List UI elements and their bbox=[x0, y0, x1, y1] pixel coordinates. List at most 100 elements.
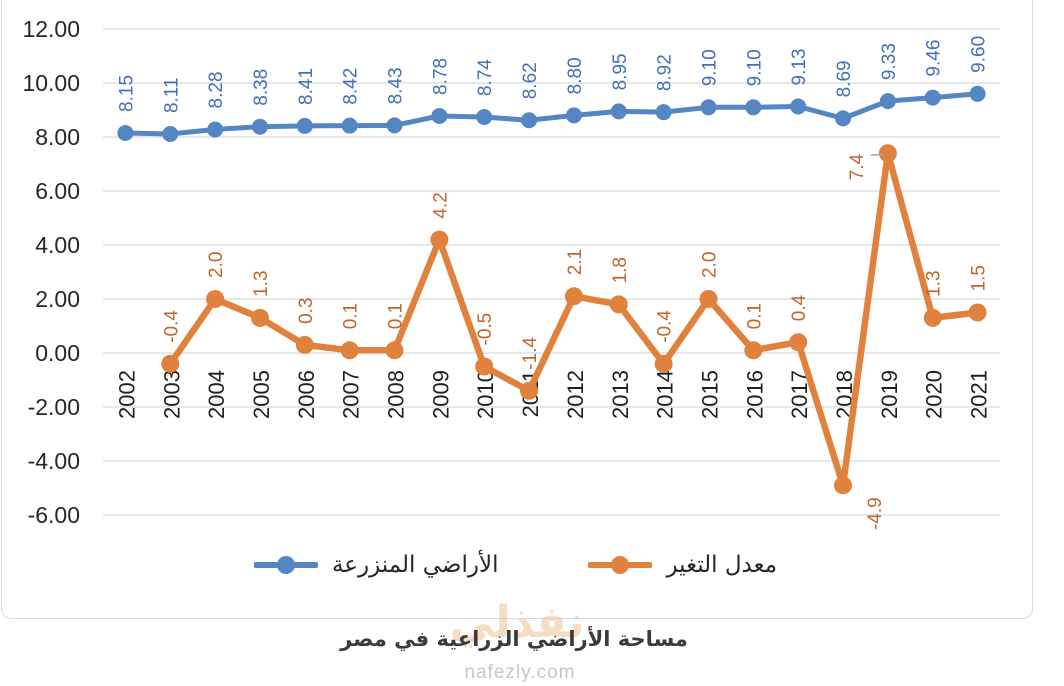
y-axis-tick-label: 4.00 bbox=[35, 232, 80, 258]
data-labels: 8.15 8.11 8.28 8.38 8.41 8.42 8.43 8.78 8.74 8.62… bbox=[116, 36, 989, 113]
data-point-marker bbox=[161, 354, 180, 373]
x-axis-tick-label: 2003 bbox=[159, 370, 184, 419]
data-point-label: 2.1 bbox=[565, 249, 586, 275]
x-axis-tick-label: 2007 bbox=[339, 370, 364, 419]
data-point-marker bbox=[341, 117, 358, 134]
y-axis-tick-label: 12.00 bbox=[22, 16, 80, 42]
data-point-marker bbox=[878, 144, 897, 163]
data-point-marker bbox=[744, 341, 763, 360]
x-axis-tick-label: 2015 bbox=[697, 370, 722, 419]
x-axis-tick-label: 2009 bbox=[428, 370, 453, 419]
data-point-label: 9.10 bbox=[699, 49, 720, 86]
x-axis-tick-label: 2014 bbox=[653, 370, 678, 419]
data-point-label: 8.80 bbox=[565, 57, 586, 94]
data-point-label: -0.5 bbox=[475, 313, 496, 346]
data-point-label: 8.38 bbox=[251, 69, 272, 106]
x-axis-tick-label: 2004 bbox=[204, 370, 229, 419]
y-axis-tick-label: -6.00 bbox=[28, 502, 80, 528]
x-axis-tick-label: 2002 bbox=[114, 370, 139, 419]
series-change-rate bbox=[161, 144, 987, 495]
data-point-label: 8.28 bbox=[206, 71, 227, 108]
data-point-marker bbox=[476, 109, 493, 126]
data-point-label: 1.8 bbox=[610, 257, 631, 283]
data-point-marker bbox=[206, 290, 225, 308]
legend-item-change-rate: معدل التغير bbox=[588, 552, 777, 578]
x-axis-tick-label: 2021 bbox=[967, 370, 992, 419]
data-point-marker bbox=[924, 89, 941, 106]
data-point-marker bbox=[251, 118, 268, 135]
x-axis-tick-label: 2010 bbox=[473, 370, 498, 419]
data-point-label: 8.11 bbox=[161, 77, 182, 113]
x-axis-tick-label: 2008 bbox=[384, 370, 409, 419]
data-point-label: 9.10 bbox=[744, 49, 765, 86]
data-point-label: 8.95 bbox=[610, 53, 631, 90]
data-point-label: 8.15 bbox=[116, 75, 137, 112]
data-point-marker bbox=[430, 230, 449, 249]
x-axis-tick-label: 2016 bbox=[742, 370, 767, 419]
y-axis-tick-label: 8.00 bbox=[35, 124, 80, 150]
data-point-marker bbox=[162, 126, 179, 143]
data-point-marker bbox=[340, 341, 359, 360]
data-point-marker bbox=[834, 476, 853, 495]
data-point-label: -0.4 bbox=[161, 310, 182, 343]
data-point-label: -4.9 bbox=[865, 497, 886, 530]
data-point-marker bbox=[700, 99, 717, 116]
data-point-label: 1.3 bbox=[924, 270, 945, 296]
data-point-label: 2.0 bbox=[699, 252, 720, 278]
x-axis-labels: 2002200320042005200620072008200920102011… bbox=[114, 370, 991, 419]
data-point-label: 4.2 bbox=[430, 192, 451, 218]
data-point-label: 8.43 bbox=[386, 67, 407, 104]
chart-caption: مساحة الأراضي الزراعية في مصر bbox=[340, 627, 688, 651]
legend-label-cultivated-land: الأراضي المنزرعة bbox=[331, 552, 499, 578]
data-point-label: 7.4 bbox=[847, 153, 868, 180]
legend-label-change-rate: معدل التغير bbox=[666, 552, 778, 578]
data-point-marker bbox=[923, 308, 942, 327]
data-point-marker bbox=[431, 107, 448, 124]
watermark-domain: nafezly.com bbox=[464, 662, 576, 683]
data-point-label: 0.1 bbox=[744, 303, 765, 329]
chart-legend: الأراضي المنزرعة معدل التغير bbox=[0, 552, 1031, 578]
data-point-label: 8.74 bbox=[475, 59, 496, 96]
data-point-marker bbox=[609, 295, 628, 314]
data-point-label: 2.0 bbox=[206, 252, 227, 278]
data-point-label: 0.1 bbox=[386, 303, 407, 329]
data-point-label: 8.92 bbox=[655, 54, 676, 91]
x-axis-tick-label: 2019 bbox=[877, 370, 902, 419]
data-point-label: 9.13 bbox=[789, 49, 810, 86]
data-point-marker bbox=[699, 290, 718, 308]
legend-line-marker-icon bbox=[588, 556, 653, 574]
data-point-marker bbox=[790, 98, 807, 115]
x-axis-tick-label: 2012 bbox=[563, 370, 588, 419]
y-axis-tick-label: 0.00 bbox=[35, 340, 80, 366]
data-point-marker bbox=[655, 104, 672, 121]
x-axis-tick-label: 2013 bbox=[608, 370, 633, 419]
data-point-marker bbox=[117, 124, 134, 141]
series-cultivated-land bbox=[117, 85, 986, 143]
y-axis-tick-label: -2.00 bbox=[28, 394, 80, 420]
data-labels: -0.4 2.0 1.3 0.3 0.1 0.1 4.2 -0.5 -1.4 2.1 1.8 -0.4… bbox=[161, 153, 989, 530]
data-point-label: 1.3 bbox=[251, 270, 272, 296]
data-point-label: 9.46 bbox=[924, 40, 945, 77]
chart-canvas: 12.00 10.00 8.00 6.00 4.00 2.00 0.00 -2.00 -4.00… bbox=[22, 16, 1000, 530]
data-point-marker bbox=[385, 341, 404, 360]
data-point-label: -1.4 bbox=[520, 337, 541, 370]
data-point-label: 8.78 bbox=[430, 58, 451, 95]
data-point-marker bbox=[521, 112, 538, 129]
data-point-marker bbox=[207, 121, 224, 138]
legend-line-marker-icon bbox=[253, 556, 318, 574]
y-axis-tick-label: -4.00 bbox=[28, 448, 80, 474]
data-point-marker bbox=[968, 303, 987, 322]
data-point-marker bbox=[745, 99, 762, 116]
data-point-label: 0.3 bbox=[296, 297, 317, 323]
data-point-label: 8.62 bbox=[520, 62, 541, 99]
data-point-marker bbox=[789, 333, 808, 352]
data-point-label: 0.1 bbox=[341, 303, 362, 329]
y-axis-labels: 12.00 10.00 8.00 6.00 4.00 2.00 0.00 -2.00 -4.00… bbox=[22, 16, 80, 528]
x-axis-tick-label: 2006 bbox=[294, 370, 319, 419]
data-point-marker bbox=[386, 117, 403, 134]
data-point-marker bbox=[250, 308, 269, 327]
data-point-label: 1.5 bbox=[969, 265, 990, 291]
label-leader-line bbox=[870, 153, 884, 156]
data-point-marker bbox=[564, 287, 583, 306]
